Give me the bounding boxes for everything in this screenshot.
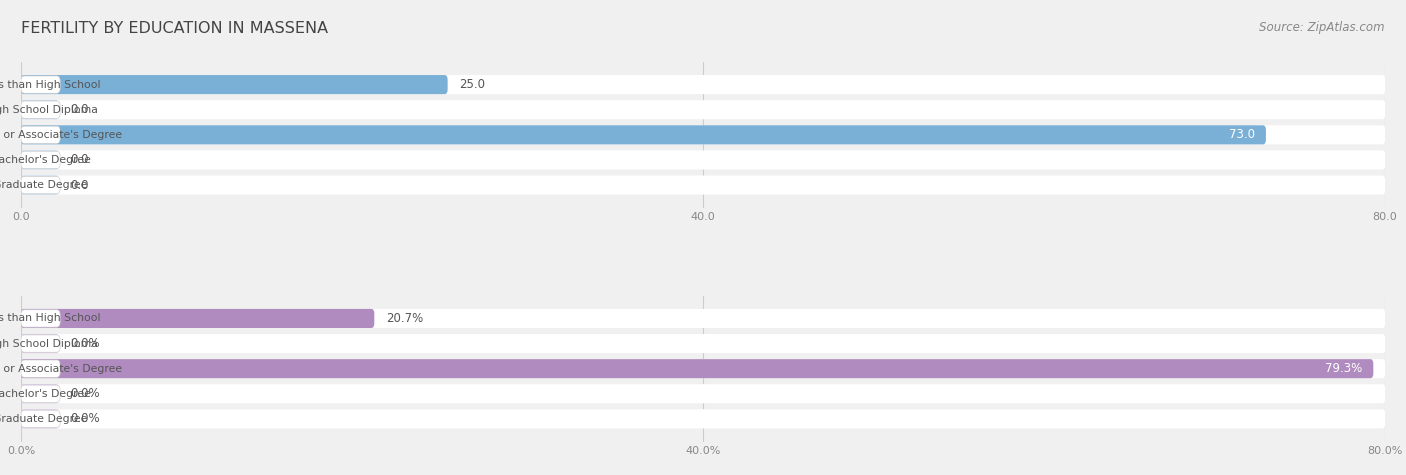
- Text: High School Diploma: High School Diploma: [0, 339, 97, 349]
- FancyBboxPatch shape: [21, 75, 1385, 94]
- Text: College or Associate's Degree: College or Associate's Degree: [0, 130, 122, 140]
- Text: Source: ZipAtlas.com: Source: ZipAtlas.com: [1260, 21, 1385, 34]
- Text: Bachelor's Degree: Bachelor's Degree: [0, 155, 90, 165]
- Text: 0.0%: 0.0%: [70, 387, 100, 400]
- Text: FERTILITY BY EDUCATION IN MASSENA: FERTILITY BY EDUCATION IN MASSENA: [21, 21, 328, 37]
- FancyBboxPatch shape: [21, 101, 60, 118]
- Text: 0.0%: 0.0%: [70, 412, 100, 426]
- FancyBboxPatch shape: [21, 409, 1385, 428]
- FancyBboxPatch shape: [21, 125, 1265, 144]
- FancyBboxPatch shape: [21, 359, 1385, 378]
- FancyBboxPatch shape: [21, 309, 1385, 328]
- FancyBboxPatch shape: [21, 176, 60, 194]
- FancyBboxPatch shape: [21, 334, 59, 353]
- Text: College or Associate's Degree: College or Associate's Degree: [0, 364, 122, 374]
- FancyBboxPatch shape: [21, 334, 1385, 353]
- Text: 79.3%: 79.3%: [1326, 362, 1362, 375]
- FancyBboxPatch shape: [21, 359, 1374, 378]
- FancyBboxPatch shape: [21, 151, 59, 170]
- FancyBboxPatch shape: [21, 309, 374, 328]
- FancyBboxPatch shape: [21, 384, 59, 403]
- FancyBboxPatch shape: [21, 151, 60, 169]
- FancyBboxPatch shape: [21, 175, 1385, 195]
- Text: Bachelor's Degree: Bachelor's Degree: [0, 389, 90, 399]
- Text: High School Diploma: High School Diploma: [0, 104, 97, 115]
- FancyBboxPatch shape: [21, 125, 1385, 144]
- FancyBboxPatch shape: [21, 335, 60, 352]
- FancyBboxPatch shape: [21, 126, 60, 143]
- FancyBboxPatch shape: [21, 100, 59, 119]
- FancyBboxPatch shape: [21, 360, 60, 377]
- Text: 0.0: 0.0: [70, 103, 89, 116]
- Text: Graduate Degree: Graduate Degree: [0, 180, 87, 190]
- Text: 0.0: 0.0: [70, 153, 89, 166]
- FancyBboxPatch shape: [21, 175, 59, 195]
- Text: Less than High School: Less than High School: [0, 80, 101, 90]
- Text: 0.0: 0.0: [70, 179, 89, 191]
- FancyBboxPatch shape: [21, 409, 59, 428]
- Text: 0.0%: 0.0%: [70, 337, 100, 350]
- FancyBboxPatch shape: [21, 76, 60, 93]
- FancyBboxPatch shape: [21, 310, 60, 327]
- Text: 20.7%: 20.7%: [385, 312, 423, 325]
- FancyBboxPatch shape: [21, 385, 60, 402]
- Text: Less than High School: Less than High School: [0, 314, 101, 323]
- FancyBboxPatch shape: [21, 151, 1385, 170]
- FancyBboxPatch shape: [21, 75, 447, 94]
- Text: 25.0: 25.0: [460, 78, 485, 91]
- Text: 73.0: 73.0: [1229, 128, 1256, 142]
- Text: Graduate Degree: Graduate Degree: [0, 414, 87, 424]
- FancyBboxPatch shape: [21, 384, 1385, 403]
- FancyBboxPatch shape: [21, 410, 60, 428]
- FancyBboxPatch shape: [21, 100, 1385, 119]
